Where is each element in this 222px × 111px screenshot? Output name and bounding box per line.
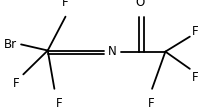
Text: F: F [192, 25, 199, 38]
Text: N: N [108, 45, 117, 58]
Text: F: F [13, 77, 20, 90]
Text: F: F [56, 97, 62, 110]
Text: O: O [135, 0, 145, 9]
Text: Br: Br [4, 38, 17, 51]
Text: F: F [192, 71, 199, 84]
Text: F: F [62, 0, 69, 9]
Text: F: F [148, 97, 154, 110]
